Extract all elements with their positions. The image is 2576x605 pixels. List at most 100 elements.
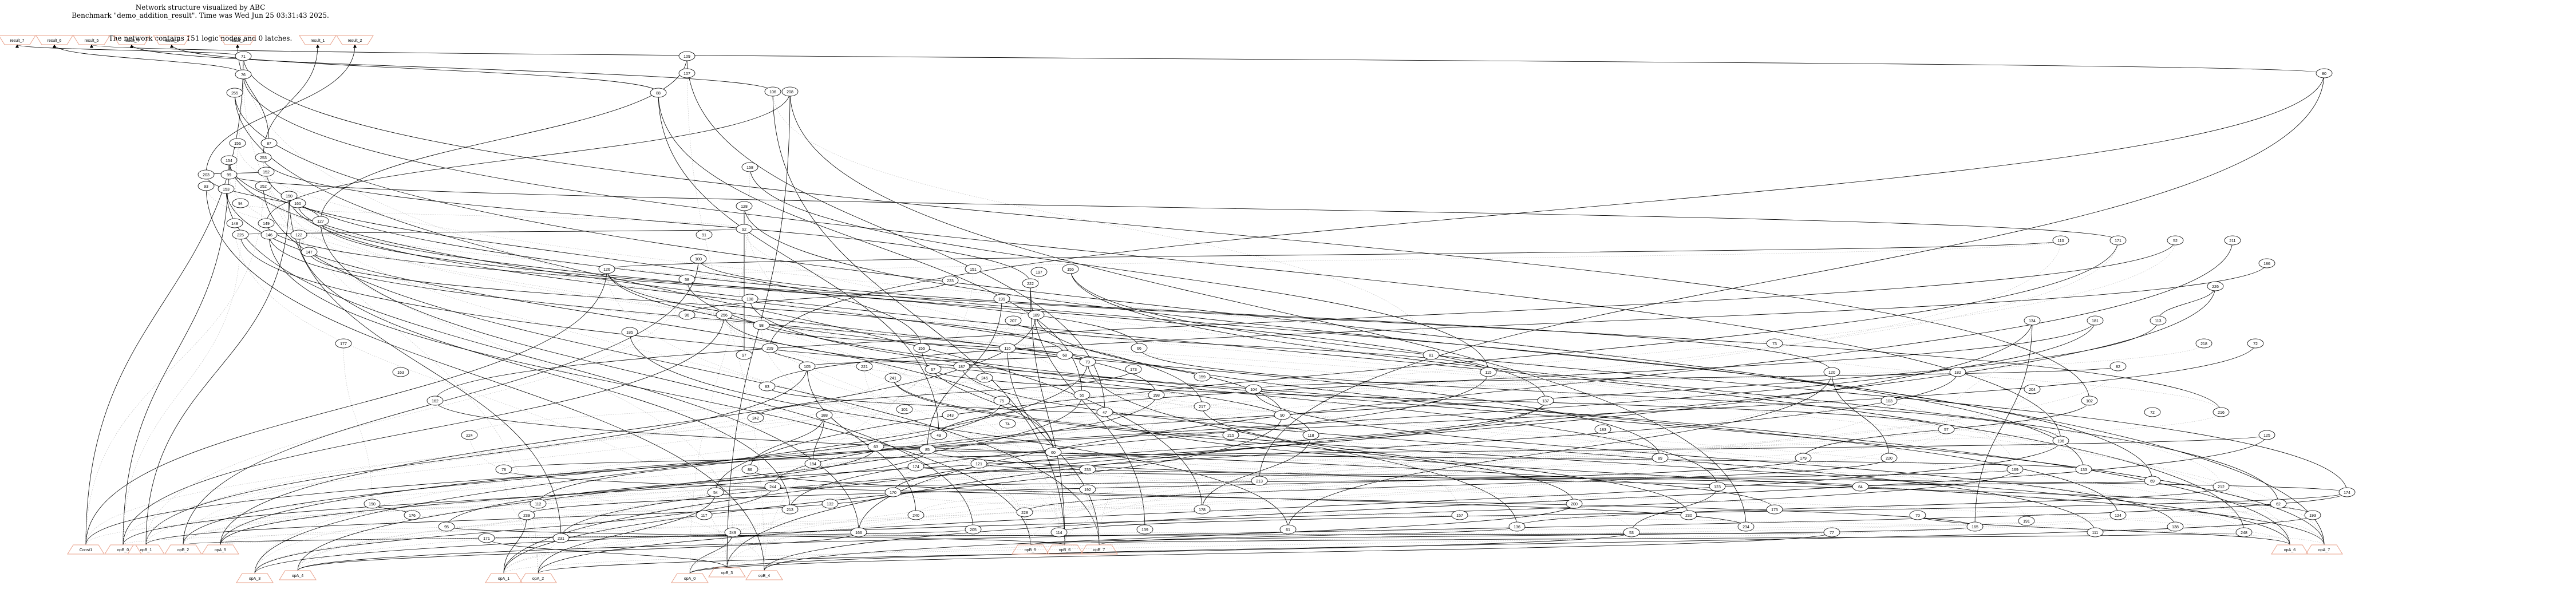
node-label: 76 <box>241 73 246 77</box>
output-label: result_0 <box>165 39 179 43</box>
node-label: 235 <box>1084 468 1091 472</box>
logic-node-47: 47 <box>1096 407 1113 417</box>
node-label: 190 <box>369 503 376 507</box>
logic-node-133: 133 <box>2075 464 2092 474</box>
input-label: opB_5 <box>1025 548 1036 552</box>
edge <box>1251 389 2176 527</box>
node-label: 203 <box>203 173 210 177</box>
logic-node-82: 82 <box>2109 361 2127 371</box>
node-label: 94 <box>238 202 243 206</box>
node-label: 93 <box>204 185 208 189</box>
edge <box>538 343 2258 504</box>
node-label: 109 <box>683 55 690 59</box>
node-label: 80 <box>2322 72 2326 76</box>
logic-node-66: 66 <box>1131 343 1148 353</box>
edge <box>726 503 2280 568</box>
logic-node-174: 174 <box>2338 487 2356 497</box>
edge <box>656 92 1082 396</box>
edge <box>254 361 1090 574</box>
edge <box>264 171 2084 470</box>
node-label: 185 <box>626 331 633 335</box>
edge <box>931 369 1947 430</box>
edge <box>267 234 1283 416</box>
logic-node-160: 160 <box>289 198 306 208</box>
node-label: 218 <box>2200 342 2207 346</box>
edge <box>227 160 922 349</box>
edge <box>689 532 1834 574</box>
node-label: 155 <box>1067 268 1074 272</box>
edge-layer <box>15 44 2349 574</box>
logic-node-81: 81 <box>1423 350 1440 360</box>
logic-node-112: 112 <box>530 499 547 509</box>
input-opA_6: opA_6 <box>2271 544 2309 555</box>
node-label: 78 <box>501 468 506 472</box>
logic-node-108: 108 <box>741 294 758 304</box>
node-label: 170 <box>890 491 896 495</box>
edge <box>903 409 1632 533</box>
edge <box>1287 371 1834 530</box>
node-label: 152 <box>263 171 270 175</box>
logic-node-111: 111 <box>2087 527 2104 537</box>
edge <box>560 371 1960 539</box>
node-label: 178 <box>1199 508 1206 512</box>
node-label: 207 <box>1010 319 1017 323</box>
logic-node-166: 166 <box>850 527 867 537</box>
node-label: 175 <box>1771 508 1778 512</box>
input-label: opB_1 <box>140 548 152 552</box>
logic-node-123: 123 <box>1709 481 1726 492</box>
node-label: 248 <box>2241 531 2247 535</box>
edge <box>297 532 861 571</box>
logic-node-211: 211 <box>2224 235 2241 246</box>
node-label: 115 <box>1485 371 1491 375</box>
logic-node-87: 87 <box>260 138 278 148</box>
logic-node-101: 101 <box>896 404 913 414</box>
logic-node-191: 191 <box>2018 516 2035 526</box>
node-label: 231 <box>558 537 564 541</box>
logic-node-230: 230 <box>1680 510 1697 520</box>
node-label: 68 <box>1062 354 1067 358</box>
logic-node-75: 75 <box>993 396 1010 406</box>
edge <box>1006 347 2027 521</box>
logic-node-151: 151 <box>965 264 982 274</box>
logic-node-55: 55 <box>1073 390 1091 400</box>
node-label: 199 <box>998 298 1005 302</box>
edge <box>685 279 745 355</box>
edge <box>726 400 1891 568</box>
edge <box>715 469 2017 493</box>
edge <box>123 314 726 545</box>
edge <box>232 92 1203 510</box>
edge <box>771 91 1432 355</box>
logic-node-252: 252 <box>255 181 272 191</box>
node-label: 71 <box>241 55 246 59</box>
logic-node-96: 96 <box>678 310 696 320</box>
node-label: 244 <box>769 485 776 489</box>
node-label: 75 <box>999 400 1004 404</box>
logic-node-200: 200 <box>1566 499 1583 509</box>
logic-node-115: 115 <box>1480 367 1497 377</box>
node-label: 213 <box>1256 480 1263 484</box>
logic-node-77: 77 <box>1823 527 1840 537</box>
node-label: 162 <box>432 400 438 404</box>
logic-node-189: 189 <box>1028 310 1045 320</box>
node-label: 226 <box>2212 285 2219 289</box>
node-label: 200 <box>1571 503 1578 507</box>
edge <box>697 258 1060 533</box>
edge <box>220 520 2028 545</box>
node-label: 149 <box>263 222 270 226</box>
logic-node-69: 69 <box>2144 476 2161 486</box>
output-result_5: result_5 <box>73 35 110 45</box>
input-opA_5: opA_5 <box>202 544 239 555</box>
node-label: 189 <box>1033 314 1040 318</box>
edge <box>224 188 859 533</box>
node-label: 158 <box>746 166 753 170</box>
node-label: 151 <box>970 268 977 272</box>
edge <box>297 234 791 510</box>
logic-node-80: 80 <box>2316 68 2333 78</box>
edge <box>502 469 539 574</box>
logic-node-209: 209 <box>761 343 779 353</box>
logic-node-53: 53 <box>1623 527 1640 537</box>
node-label: 209 <box>767 347 773 351</box>
node-label: 252 <box>260 185 267 189</box>
edge <box>1012 320 1460 516</box>
